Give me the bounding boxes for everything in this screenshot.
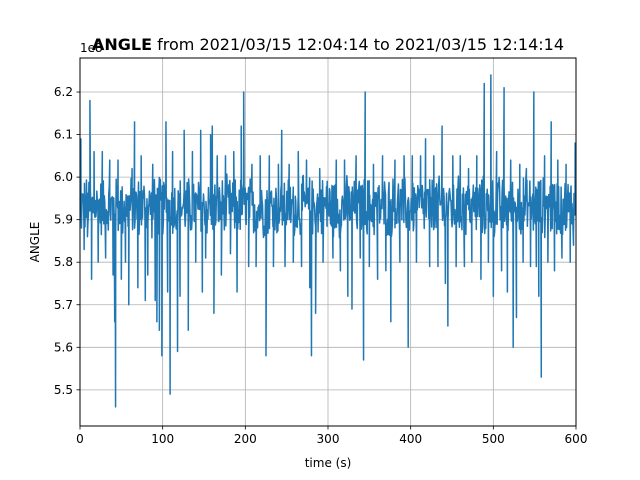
y-axis-label: ANGLE <box>28 222 42 263</box>
chart-title-bold: ANGLE <box>92 35 152 54</box>
x-tick-label: 400 <box>399 432 422 446</box>
x-axis: 0 100 200 300 400 500 600 <box>76 426 587 446</box>
y-axis: 5.5 5.6 5.7 5.8 5.9 6.0 6.1 6.2 <box>54 85 80 397</box>
x-tick-label: 100 <box>151 432 174 446</box>
y-tick-label: 6.0 <box>54 170 73 184</box>
x-tick-label: 200 <box>234 432 257 446</box>
chart-title-rest: from 2021/03/15 12:04:14 to 2021/03/15 1… <box>152 35 564 54</box>
plot-area <box>79 57 577 427</box>
x-tick-label: 600 <box>565 432 588 446</box>
x-tick-label: 0 <box>76 432 84 446</box>
y-tick-label: 5.5 <box>54 383 73 397</box>
y-tick-label: 5.7 <box>54 298 73 312</box>
y-tick-label: 5.8 <box>54 255 73 269</box>
y-offset-label: 1e8 <box>80 41 103 55</box>
x-tick-label: 300 <box>317 432 340 446</box>
y-tick-label: 5.9 <box>54 213 73 227</box>
x-axis-label: time (s) <box>305 456 352 470</box>
y-tick-label: 5.6 <box>54 340 73 354</box>
series-line-angle <box>79 74 577 408</box>
y-tick-label: 6.2 <box>54 85 73 99</box>
y-tick-label: 6.1 <box>54 128 73 142</box>
x-tick-label: 500 <box>482 432 505 446</box>
chart-title: ANGLE from 2021/03/15 12:04:14 to 2021/0… <box>92 35 564 54</box>
